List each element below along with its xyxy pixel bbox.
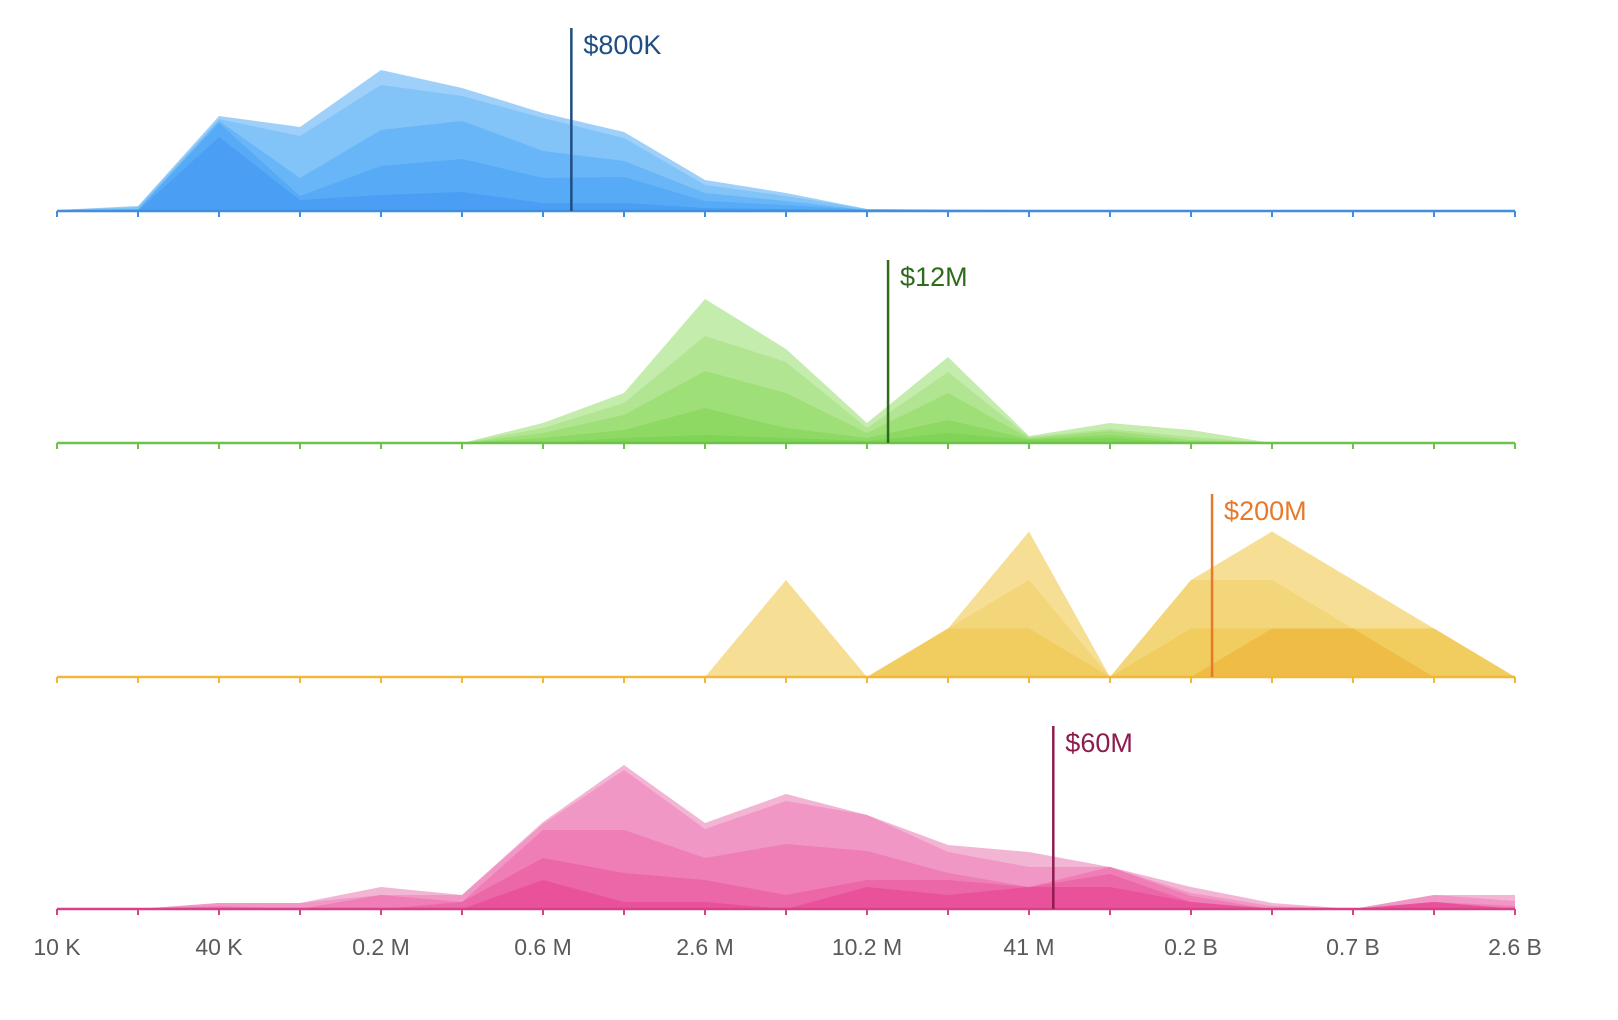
area-layer-yellow-3 bbox=[57, 628, 1515, 677]
area-layer-green-3 bbox=[57, 371, 1515, 443]
median-marker-label: $800K bbox=[583, 30, 661, 60]
median-marker-label: $12M bbox=[900, 262, 968, 292]
x-tick-label: 0.7 B bbox=[1326, 934, 1380, 960]
x-tick-label: 2.6 B bbox=[1488, 934, 1542, 960]
area-layer-green-2 bbox=[57, 336, 1515, 443]
x-tick-label: 0.6 M bbox=[514, 934, 572, 960]
x-tick-label: 10.2 M bbox=[832, 934, 902, 960]
area-layer-green-4 bbox=[57, 408, 1515, 443]
panel-yellow: $200M bbox=[56, 494, 1516, 683]
area-layer-blue-5 bbox=[57, 137, 1515, 211]
area-layer-blue-4 bbox=[57, 123, 1515, 211]
x-tick-label: 2.6 M bbox=[676, 934, 734, 960]
x-tick-label: 41 M bbox=[1003, 934, 1054, 960]
median-marker-label: $200M bbox=[1224, 496, 1307, 526]
x-tick-label: 0.2 B bbox=[1164, 934, 1218, 960]
panel-pink: $60M bbox=[56, 726, 1516, 915]
median-marker-label: $60M bbox=[1065, 728, 1133, 758]
x-tick-label: 10 K bbox=[33, 934, 81, 960]
area-layer-yellow-4 bbox=[57, 628, 1515, 677]
x-tick-label: 0.2 M bbox=[352, 934, 410, 960]
panel-blue: $800K bbox=[56, 28, 1516, 217]
panel-green: $12M bbox=[56, 260, 1516, 449]
area-layer-pink-2 bbox=[57, 770, 1515, 909]
x-tick-label: 40 K bbox=[195, 934, 243, 960]
area-layer-pink-5 bbox=[57, 880, 1515, 909]
area-layer-green-5 bbox=[57, 433, 1515, 443]
